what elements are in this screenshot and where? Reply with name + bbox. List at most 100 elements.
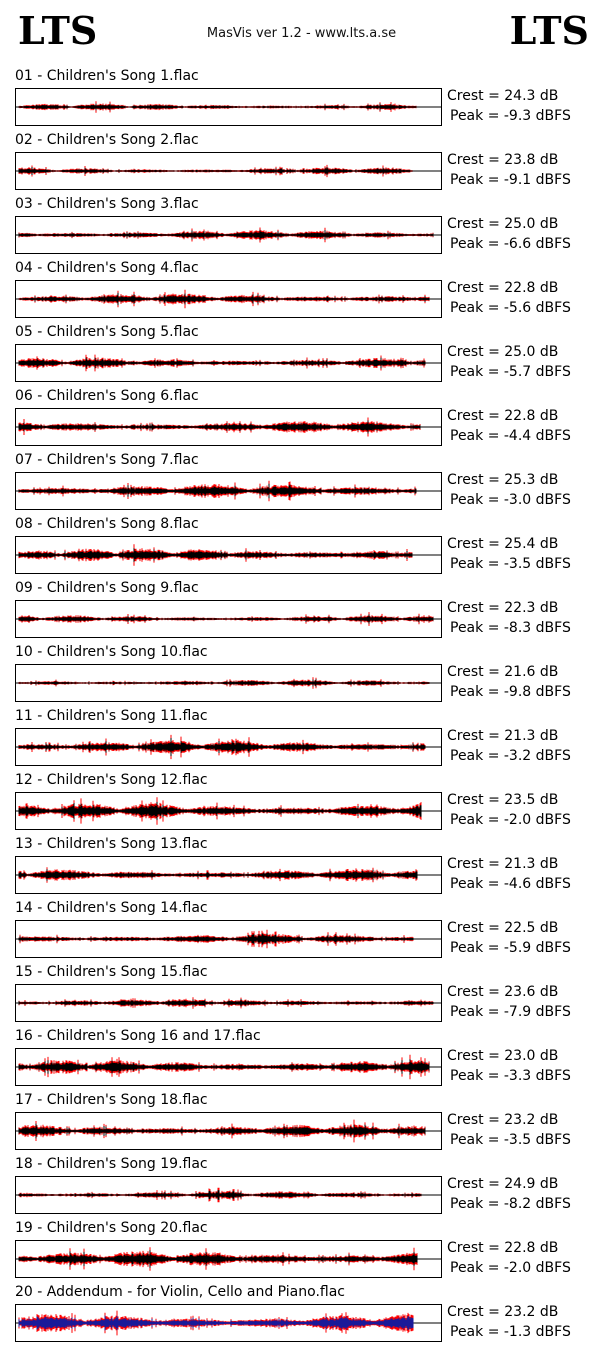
- waveform-plot: [15, 280, 442, 318]
- track-title: 01 - Children's Song 1.flac: [15, 68, 199, 84]
- peak-value: Peak = -3.0 dBFS: [450, 492, 571, 508]
- waveform-svg: [16, 612, 441, 626]
- waveform-plot: [15, 88, 442, 126]
- track-title: 02 - Children's Song 2.flac: [15, 132, 199, 148]
- waveform-plot: [15, 792, 442, 830]
- waveform-rms-envelope: [18, 614, 434, 624]
- crest-value: Crest = 22.3 dB: [447, 600, 559, 616]
- track-row: 01 - Children's Song 1.flac Crest = 24.3 …: [0, 68, 603, 132]
- waveform-rms-envelope: [18, 420, 421, 434]
- crest-value: Crest = 22.8 dB: [447, 1240, 559, 1256]
- waveform-plot: [15, 408, 442, 446]
- waveform-plot: [15, 600, 442, 638]
- peak-value: Peak = -2.0 dBFS: [450, 812, 571, 828]
- waveform-rms-envelope: [18, 166, 413, 176]
- crest-value: Crest = 25.0 dB: [447, 216, 559, 232]
- waveform-svg: [16, 1247, 441, 1271]
- waveform-rms-envelope: [18, 103, 417, 111]
- peak-value: Peak = -5.9 dBFS: [450, 940, 571, 956]
- track-row: 13 - Children's Song 13.flac Crest = 21.3…: [0, 836, 603, 900]
- waveform-svg: [16, 101, 441, 113]
- track-title: 16 - Children's Song 16 and 17.flac: [15, 1028, 261, 1044]
- crest-value: Crest = 23.0 dB: [447, 1048, 559, 1064]
- track-title: 10 - Children's Song 10.flac: [15, 644, 208, 660]
- track-row: 15 - Children's Song 15.flac Crest = 23.6…: [0, 964, 603, 1028]
- waveform-svg: [16, 997, 441, 1009]
- track-row: 09 - Children's Song 9.flac Crest = 22.3 …: [0, 580, 603, 644]
- crest-value: Crest = 23.6 dB: [447, 984, 559, 1000]
- waveform-svg: [16, 544, 441, 566]
- waveform-svg: [16, 929, 441, 949]
- waveform-rms-envelope: [18, 357, 426, 369]
- waveform-svg: [16, 1187, 441, 1203]
- peak-value: Peak = -6.6 dBFS: [450, 236, 571, 252]
- peak-value: Peak = -8.2 dBFS: [450, 1196, 571, 1212]
- waveform-svg: [16, 867, 441, 883]
- crest-value: Crest = 22.5 dB: [447, 920, 559, 936]
- crest-value: Crest = 21.3 dB: [447, 856, 559, 872]
- crest-value: Crest = 23.8 dB: [447, 152, 559, 168]
- crest-value: Crest = 21.3 dB: [447, 728, 559, 744]
- track-row: 16 - Children's Song 16 and 17.flac Crest…: [0, 1028, 603, 1092]
- peak-value: Peak = -8.3 dBFS: [450, 620, 571, 636]
- waveform-plot: [15, 344, 442, 382]
- lts-logo-left: LTS: [18, 8, 98, 53]
- crest-value: Crest = 22.8 dB: [447, 280, 559, 296]
- track-title: 20 - Addendum - for Violin, Cello and Pi…: [15, 1284, 345, 1300]
- waveform-rms-envelope: [18, 933, 414, 945]
- peak-value: Peak = -1.3 dBFS: [450, 1324, 571, 1340]
- waveform-plot: [15, 536, 442, 574]
- waveform-rms-envelope: [18, 1190, 422, 1200]
- waveform-plot: [15, 1176, 442, 1214]
- track-row: 20 - Addendum - for Violin, Cello and Pi…: [0, 1284, 603, 1348]
- track-title: 17 - Children's Song 18.flac: [15, 1092, 208, 1108]
- waveform-rms-envelope: [18, 229, 434, 241]
- track-row: 06 - Children's Song 6.flac Crest = 22.8 …: [0, 388, 603, 452]
- waveform-rms-envelope: [18, 1059, 430, 1075]
- peak-value: Peak = -4.4 dBFS: [450, 428, 571, 444]
- peak-value: Peak = -2.0 dBFS: [450, 1260, 571, 1276]
- crest-value: Crest = 22.8 dB: [447, 408, 559, 424]
- peak-value: Peak = -3.2 dBFS: [450, 748, 571, 764]
- track-row: 10 - Children's Song 10.flac Crest = 21.6…: [0, 644, 603, 708]
- track-title: 09 - Children's Song 9.flac: [15, 580, 199, 596]
- waveform-rms-envelope: [18, 292, 430, 306]
- waveform-plot: [15, 984, 442, 1022]
- peak-value: Peak = -3.3 dBFS: [450, 1068, 571, 1084]
- waveform-rms-envelope: [18, 1250, 418, 1268]
- track-row: 05 - Children's Song 5.flac Crest = 25.0 …: [0, 324, 603, 388]
- peak-value: Peak = -9.8 dBFS: [450, 684, 571, 700]
- waveform-svg: [16, 480, 441, 502]
- track-title: 06 - Children's Song 6.flac: [15, 388, 199, 404]
- track-title: 12 - Children's Song 12.flac: [15, 772, 208, 788]
- track-row: 11 - Children's Song 11.flac Crest = 21.3…: [0, 708, 603, 772]
- lts-logo-right: LTS: [509, 8, 589, 53]
- waveform-svg: [16, 354, 441, 372]
- waveform-svg: [16, 289, 441, 309]
- waveform-rms-envelope: [18, 1315, 414, 1331]
- crest-value: Crest = 21.6 dB: [447, 664, 559, 680]
- peak-value: Peak = -9.1 dBFS: [450, 172, 571, 188]
- track-row: 02 - Children's Song 2.flac Crest = 23.8 …: [0, 132, 603, 196]
- track-row: 07 - Children's Song 7.flac Crest = 25.3 …: [0, 452, 603, 516]
- peak-value: Peak = -7.9 dBFS: [450, 1004, 571, 1020]
- waveform-svg: [16, 677, 441, 689]
- waveform-plot: [15, 856, 442, 894]
- waveform-plot: [15, 1048, 442, 1086]
- crest-value: Crest = 25.0 dB: [447, 344, 559, 360]
- peak-value: Peak = -5.7 dBFS: [450, 364, 571, 380]
- waveform-rms-envelope: [18, 869, 418, 881]
- waveform-rms-envelope: [18, 999, 434, 1007]
- peak-value: Peak = -3.5 dBFS: [450, 1132, 571, 1148]
- track-title: 04 - Children's Song 4.flac: [15, 260, 199, 276]
- peak-value: Peak = -3.5 dBFS: [450, 556, 571, 572]
- waveform-rms-envelope: [18, 548, 413, 562]
- waveform-svg: [16, 734, 441, 760]
- peak-value: Peak = -9.3 dBFS: [450, 108, 571, 124]
- track-title: 14 - Children's Song 14.flac: [15, 900, 208, 916]
- waveform-plot: [15, 472, 442, 510]
- crest-value: Crest = 25.3 dB: [447, 472, 559, 488]
- crest-value: Crest = 23.2 dB: [447, 1304, 559, 1320]
- track-row: 17 - Children's Song 18.flac Crest = 23.2…: [0, 1092, 603, 1156]
- waveform-plot: [15, 1112, 442, 1150]
